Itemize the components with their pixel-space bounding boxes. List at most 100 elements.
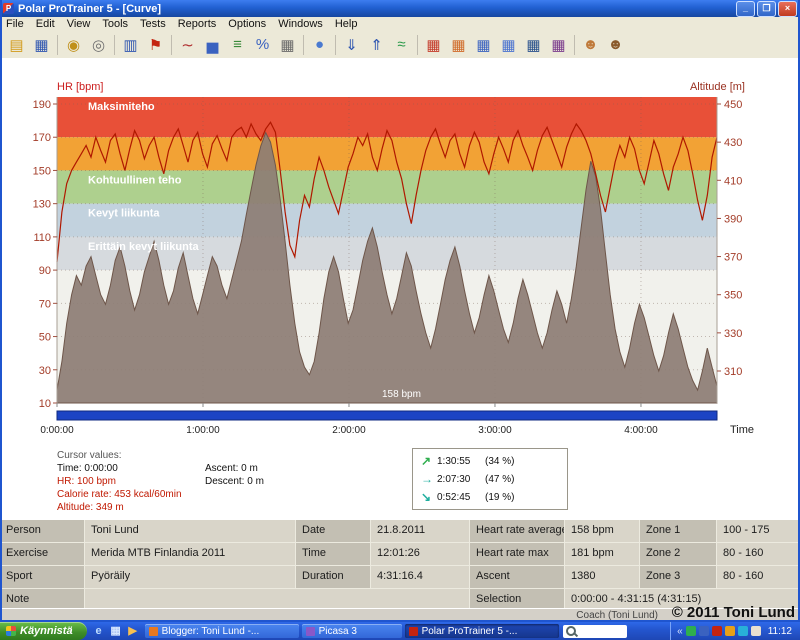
hrv-icon[interactable]: ≈ bbox=[397, 36, 406, 53]
menu-options[interactable]: Options bbox=[228, 18, 267, 30]
zone2-value[interactable]: 80 - 160 bbox=[717, 543, 800, 566]
duration-value[interactable]: 4:31:16.4 bbox=[371, 566, 470, 589]
diary-icon[interactable]: ▥ bbox=[123, 36, 138, 54]
calendar-week-icon[interactable]: ▦ bbox=[451, 36, 466, 54]
minimize-button[interactable]: _ bbox=[736, 0, 755, 17]
svg-text:50: 50 bbox=[39, 332, 51, 344]
antivirus-tray-icon[interactable] bbox=[685, 626, 696, 636]
svg-text:170: 170 bbox=[33, 132, 51, 144]
calendar-4weeks-icon[interactable]: ▦ bbox=[501, 36, 516, 54]
ascent-value[interactable]: 1380 bbox=[565, 566, 640, 589]
table-row: Note Selection 0:00:00 - 4:31:15 (4:31:1… bbox=[0, 589, 800, 612]
menu-edit[interactable]: Edit bbox=[35, 18, 55, 30]
menu-reports[interactable]: Reports bbox=[177, 18, 217, 30]
table-row: Exercise Merida MTB Finlandia 2011 Time … bbox=[0, 543, 800, 566]
svg-text:0:00:00: 0:00:00 bbox=[40, 425, 74, 436]
network-tray-icon[interactable] bbox=[698, 626, 709, 636]
calendar-month-icon[interactable]: ▦ bbox=[476, 36, 491, 54]
svg-text:10: 10 bbox=[39, 398, 51, 410]
hr-average-value[interactable]: 158 bpm bbox=[565, 520, 640, 543]
person-value[interactable]: Toni Lund bbox=[85, 520, 296, 543]
sport-value[interactable]: Pyöräily bbox=[85, 566, 296, 589]
taskbar-clock[interactable]: 11:12 bbox=[767, 625, 792, 637]
system-tray: « 11:12 bbox=[670, 622, 800, 640]
zoom-icon[interactable]: ● bbox=[314, 36, 325, 53]
bar-chart-icon[interactable]: ▅ bbox=[206, 36, 219, 54]
menu-tools[interactable]: Tools bbox=[102, 18, 129, 30]
svg-text:Kevyt liikunta: Kevyt liikunta bbox=[88, 208, 160, 220]
start-button[interactable]: Käynnistä bbox=[0, 622, 87, 640]
zone3-value[interactable]: 80 - 160 bbox=[717, 566, 800, 589]
ascent-label: Ascent bbox=[470, 566, 565, 589]
import-icon[interactable]: ⇓ bbox=[345, 36, 358, 54]
zone1-value[interactable]: 100 - 175 bbox=[717, 520, 800, 543]
selection-value[interactable]: 0:00:00 - 4:31:15 (4:31:15) bbox=[565, 589, 800, 612]
close-button[interactable]: × bbox=[778, 0, 797, 17]
polar-tray-icon[interactable] bbox=[711, 626, 722, 636]
open-file-icon[interactable]: ▤ bbox=[9, 36, 24, 54]
internet-explorer-icon[interactable]: e bbox=[95, 625, 102, 637]
grid-view-icon[interactable]: ▦ bbox=[280, 36, 295, 54]
chevron-left-icon[interactable]: « bbox=[677, 625, 683, 637]
menu-windows[interactable]: Windows bbox=[278, 18, 323, 30]
toolbar: ▤ ▦ ◉ ◎ ▥ ⚑ ∼ ▅ ≡% ▦ ● ⇓ ⇑ ≈ ▦ ▦ ▦ ▦ ▦ ▦ ☻ ☻ bbox=[0, 31, 800, 59]
zone-summary-row: ↗ 1:30:55 (34 %) bbox=[413, 452, 567, 470]
date-value[interactable]: 21.8.2011 bbox=[371, 520, 470, 543]
save-icon[interactable]: ▦ bbox=[34, 36, 49, 54]
volume-tray-icon[interactable] bbox=[750, 626, 761, 636]
media-player-icon[interactable]: ▶ bbox=[128, 625, 137, 637]
title-bar: P Polar ProTrainer 5 - [Curve] _ ❐ × bbox=[0, 0, 800, 17]
time-value[interactable]: 12:01:26 bbox=[371, 543, 470, 566]
hr-max-value[interactable]: 181 bpm bbox=[565, 543, 640, 566]
hr-curve-chart[interactable]: Maksimiteho Kohtuullinen teho Kevyt liikun… bbox=[0, 80, 800, 450]
exercise-value[interactable]: Merida MTB Finlandia 2011 bbox=[85, 543, 296, 566]
athletes-icon[interactable]: ☻ bbox=[607, 36, 624, 53]
toolbar-separator bbox=[574, 34, 575, 55]
hr-average-label: Heart rate average bbox=[470, 520, 565, 543]
transfer-watch-icon[interactable]: ◉ bbox=[66, 36, 81, 54]
percent-view-icon[interactable]: % bbox=[255, 36, 270, 53]
maximize-button[interactable]: ❐ bbox=[757, 0, 776, 17]
update-tray-icon[interactable] bbox=[724, 626, 735, 636]
zone-time: 2:07:30 bbox=[437, 473, 471, 485]
curve-view-icon[interactable]: ∼ bbox=[181, 36, 194, 54]
season-plan-icon[interactable]: ▦ bbox=[551, 36, 566, 54]
menu-file[interactable]: File bbox=[6, 18, 24, 30]
calendar-day-icon[interactable]: ▦ bbox=[426, 36, 441, 54]
zone-percent: (47 %) bbox=[485, 473, 515, 485]
cursor-calorie-rate: Calorie rate: 453 kcal/60min bbox=[57, 489, 182, 500]
search-input[interactable] bbox=[578, 625, 615, 637]
show-desktop-icon[interactable]: ▦ bbox=[110, 625, 121, 637]
taskbar-button[interactable]: Polar ProTrainer 5 -... bbox=[404, 624, 559, 638]
menu-view[interactable]: View bbox=[66, 18, 91, 30]
hr-max-label: Heart rate max bbox=[470, 543, 565, 566]
taskbar-button[interactable]: Blogger: Toni Lund -... bbox=[144, 624, 299, 638]
taskbar-search-box[interactable] bbox=[562, 624, 627, 638]
taskbar-button-icon bbox=[148, 626, 158, 636]
svg-text:150: 150 bbox=[33, 165, 51, 177]
taskbar-button-icon bbox=[305, 626, 315, 636]
menu-help[interactable]: Help bbox=[334, 18, 358, 30]
taskbar-button[interactable]: Picasa 3 bbox=[301, 624, 402, 638]
zone-summary-box: ↗ 1:30:55 (34 %) → 2:07:30 (47 %) ↘ 0:52:45 (19 … bbox=[412, 448, 568, 510]
svg-text:HR [bpm]: HR [bpm] bbox=[57, 81, 103, 93]
toolbar-separator bbox=[171, 34, 172, 55]
cursor-altitude: Altitude: 349 m bbox=[57, 502, 124, 513]
stopwatch-icon[interactable]: ◎ bbox=[91, 36, 106, 54]
cursor-time: Time: 0:00:00 bbox=[57, 463, 118, 474]
duration-label: Duration bbox=[296, 566, 371, 589]
person-label: Person bbox=[0, 520, 85, 543]
zone3-label: Zone 3 bbox=[640, 566, 717, 589]
svg-text:190: 190 bbox=[33, 99, 51, 111]
menu-tests[interactable]: Tests bbox=[140, 18, 166, 30]
coach-icon[interactable]: ☻ bbox=[582, 36, 599, 53]
toolbar-separator bbox=[57, 34, 58, 55]
export-icon[interactable]: ⇑ bbox=[370, 36, 383, 54]
alarm-icon[interactable]: ⚑ bbox=[148, 36, 163, 54]
svg-text:Time: Time bbox=[730, 424, 754, 436]
messenger-tray-icon[interactable] bbox=[737, 626, 748, 636]
calendar-year-icon[interactable]: ▦ bbox=[526, 36, 541, 54]
lap-times-icon[interactable]: ≡ bbox=[233, 36, 242, 53]
zone-time: 0:52:45 bbox=[437, 491, 471, 503]
svg-text:410: 410 bbox=[724, 175, 742, 187]
